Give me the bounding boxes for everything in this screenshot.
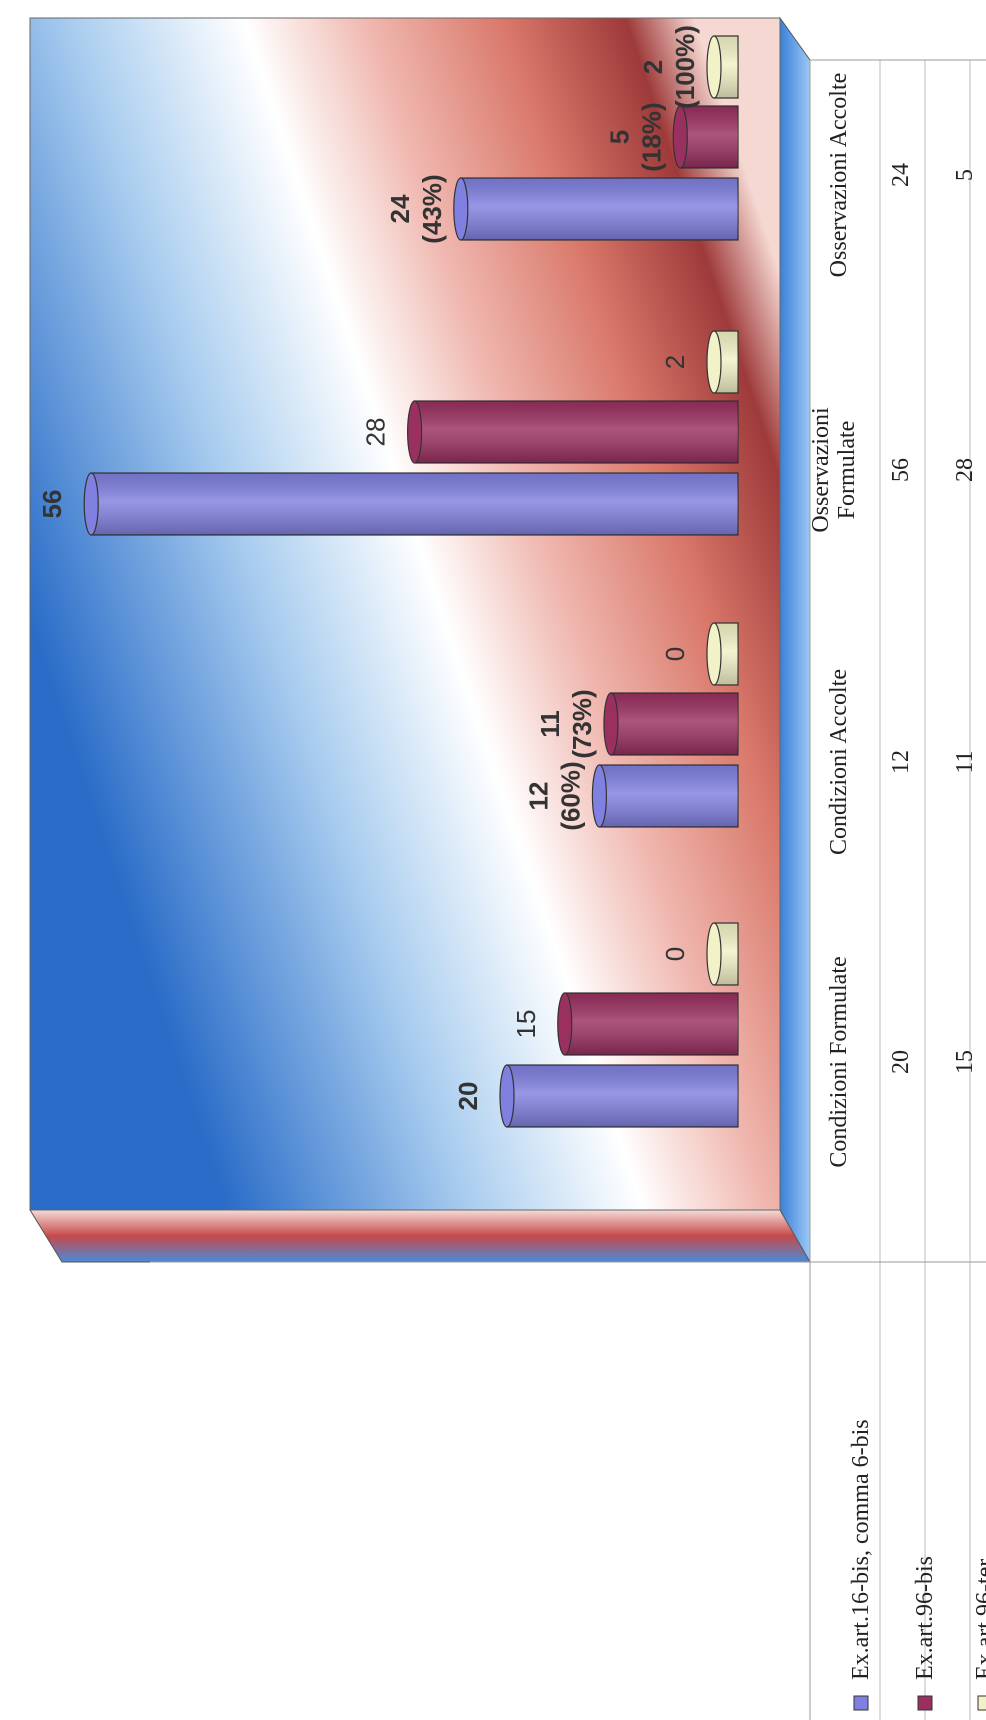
table-header-condizioni-accolte: Condizioni Accolte [826, 669, 852, 855]
bar-ex-art-96-bis-condizioni-formulate [557, 992, 739, 1056]
legend-label: Ex.art.16-bis, comma 6-bis [848, 1419, 874, 1680]
bar-ex-art-96-bis-osservazioni-formulate [407, 400, 739, 464]
data-label: 11(73%) [535, 689, 597, 758]
data-label: 0 [660, 647, 690, 661]
bar-ex-art-16-bis-comma-6-bis-osservazioni-formulate [83, 472, 739, 536]
table-cell: 28 [952, 458, 978, 482]
data-label: 0 [660, 947, 690, 961]
table-cell: 15 [952, 1050, 978, 1074]
bar-cap [706, 622, 722, 686]
table-header-osservazioni-accolte: Osservazioni Accolte [826, 73, 852, 278]
bar-cap [407, 400, 423, 464]
bar-shading [460, 178, 738, 240]
bar-cap [603, 692, 619, 756]
bar-shading [599, 765, 738, 827]
bar-cap [672, 105, 688, 169]
bar-ex-art-96-bis-osservazioni-accolte [672, 105, 739, 169]
bar-shading [507, 1065, 738, 1127]
data-label: 15 [511, 1010, 541, 1039]
bar-ex-art-96-ter-condizioni-formulate [706, 922, 739, 986]
bar-ex-art-16-bis-comma-6-bis-condizioni-accolte [591, 764, 739, 828]
table-header-osservazioni-formulate: OsservazioniFormulate [808, 407, 860, 533]
table-cell: 20 [888, 1050, 914, 1074]
table-cell: 11 [952, 750, 978, 773]
data-label: 20 [453, 1082, 483, 1111]
data-label: 28 [361, 418, 391, 447]
plot-floor [29, 1209, 811, 1263]
bar-cap [706, 330, 722, 394]
data-label: 12(60%) [523, 761, 585, 830]
legend-swatch [853, 1695, 869, 1711]
legend-swatch [917, 1695, 933, 1711]
bar-cap [591, 764, 608, 828]
table-cell: 12 [888, 750, 914, 774]
plot-baseline-wall [779, 16, 811, 1264]
table-cell: 5 [952, 169, 978, 181]
data-label: 2 [660, 355, 690, 369]
bar-cap [706, 922, 722, 986]
bar-cap [499, 1064, 515, 1128]
data-table [150, 59, 986, 1720]
bar-shading [680, 106, 738, 168]
bar-ex-art-16-bis-comma-6-bis-condizioni-formulate [499, 1064, 739, 1128]
legend-swatch [977, 1695, 986, 1711]
bar-ex-art-96-ter-condizioni-accolte [706, 622, 739, 686]
bar-ex-art-96-ter-osservazioni-accolte [706, 35, 739, 99]
data-label: 5(18%) [604, 102, 666, 171]
bar-shading [91, 473, 738, 535]
data-label: 2(100%) [638, 25, 700, 109]
data-label: 56 [37, 490, 67, 519]
bar-cap [706, 35, 722, 99]
bar-cap [557, 992, 573, 1056]
bar-ex-art-96-ter-osservazioni-formulate [706, 330, 739, 394]
legend-label: Ex.art.96-ter [972, 1559, 986, 1680]
bar-ex-art-96-bis-condizioni-accolte [603, 692, 739, 756]
table-header-condizioni-formulate: Condizioni Formulate [826, 956, 852, 1167]
bar-cap [83, 472, 99, 536]
bar-shading [564, 993, 738, 1055]
data-label: 24(43%) [385, 174, 447, 243]
bar-ex-art-16-bis-comma-6-bis-osservazioni-accolte [453, 177, 739, 241]
bar-cap [453, 177, 469, 241]
bar-shading [414, 401, 738, 463]
bar-shading [610, 693, 738, 755]
legend-label: Ex.art.96-bis [912, 1556, 938, 1680]
table-cell: 24 [888, 163, 914, 187]
table-cell: 56 [888, 458, 914, 482]
